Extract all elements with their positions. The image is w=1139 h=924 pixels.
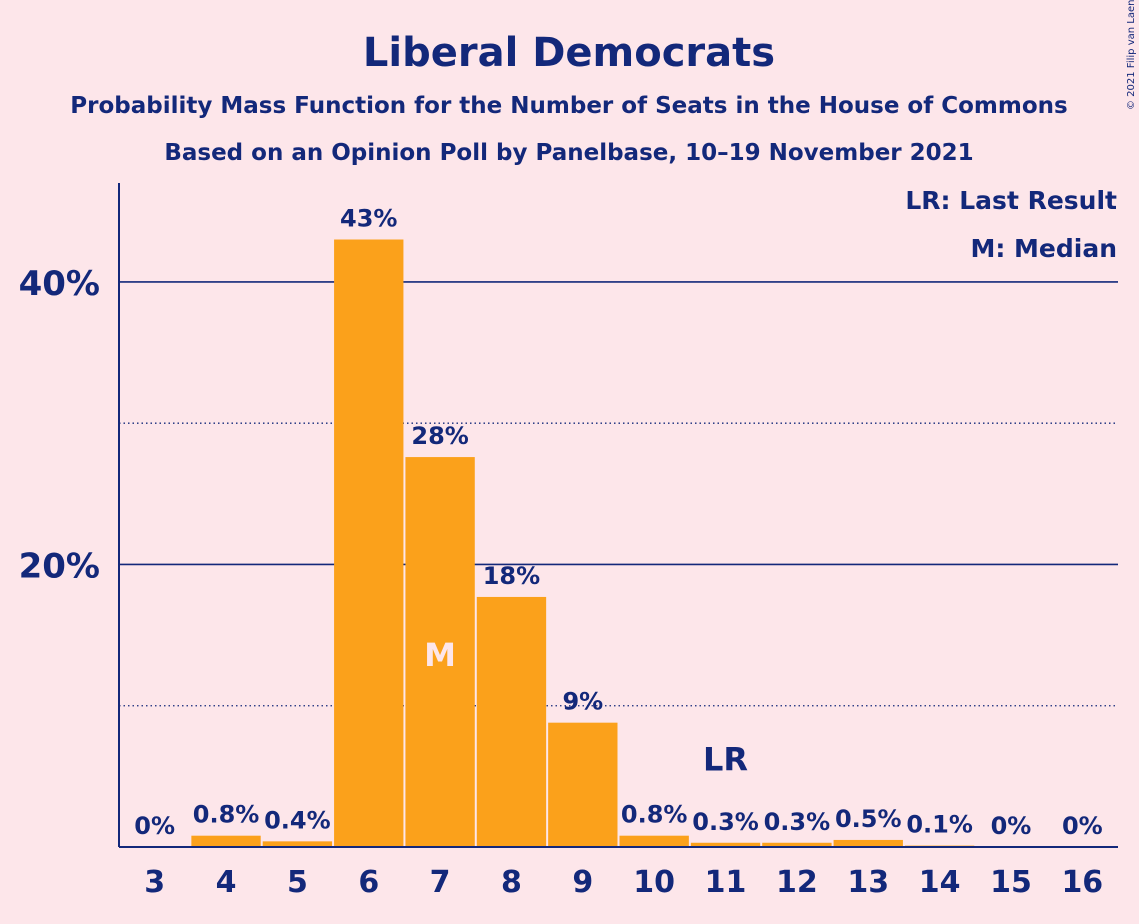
x-tick-label: 13 xyxy=(847,865,889,900)
y-tick-label: 40% xyxy=(19,264,100,304)
bar-value-label: 28% xyxy=(411,422,468,450)
bar-value-label: 0.4% xyxy=(264,806,331,834)
last-result-marker: LR xyxy=(703,740,748,778)
x-tick-label: 15 xyxy=(990,865,1032,900)
bars xyxy=(191,239,975,848)
bar-value-label: 0% xyxy=(1062,812,1103,840)
bar-value-label: 43% xyxy=(340,205,397,233)
x-tick-label: 5 xyxy=(287,865,308,900)
y-axis: 20% 40% xyxy=(19,183,120,847)
bar-value-label: 0.3% xyxy=(764,808,831,836)
bar xyxy=(405,457,475,847)
bar-value-label: 0.5% xyxy=(835,805,902,833)
bar-labels: 0% 0.8% 0.4%43%28%M18%9%0.8% 0.3%LR0.3% 0.5%… xyxy=(134,205,1102,840)
bar xyxy=(690,842,761,847)
bar-value-label: 0% xyxy=(991,812,1032,840)
x-tick-label: 4 xyxy=(216,865,237,900)
x-tick-label: 11 xyxy=(705,865,747,900)
bar-value-label: 0.3% xyxy=(692,808,759,836)
chart-title: Liberal Democrats xyxy=(363,30,775,76)
bar-value-label: 0.1% xyxy=(906,811,973,839)
x-tick-label: 6 xyxy=(358,865,379,900)
x-tick-label: 16 xyxy=(1061,865,1103,900)
x-tick-label: 12 xyxy=(776,865,818,900)
x-tick-label: 9 xyxy=(572,865,593,900)
bar xyxy=(476,596,547,847)
bar xyxy=(334,239,404,848)
legend-entry: LR: Last Result xyxy=(905,186,1117,215)
bar-value-label: 0.8% xyxy=(621,801,688,829)
bar-value-label: 18% xyxy=(483,562,540,590)
legend: LR: Last Result M: Median xyxy=(905,186,1117,263)
bar xyxy=(262,841,333,847)
x-tick-label: 10 xyxy=(633,865,675,900)
median-marker: M xyxy=(424,636,456,674)
bar-value-label: 0.8% xyxy=(193,801,260,829)
bar-value-label: 0% xyxy=(134,812,175,840)
x-tick-label: 7 xyxy=(430,865,451,900)
y-tick-label: 20% xyxy=(19,546,100,586)
bar xyxy=(191,835,261,847)
bar xyxy=(619,835,689,847)
x-axis: 3 4 5 6 7 8 9 10 11 12 13 14 15 16 xyxy=(119,846,1118,900)
chart-subtitle-2: Based on an Opinion Poll by Panelbase, 1… xyxy=(164,140,973,166)
gridlines xyxy=(119,281,1118,707)
x-tick-label: 8 xyxy=(501,865,522,900)
bar xyxy=(762,842,832,847)
bar-value-label: 9% xyxy=(562,688,603,716)
bar xyxy=(548,722,618,847)
x-tick-label: 14 xyxy=(919,865,961,900)
chart-subtitle: Probability Mass Function for the Number… xyxy=(70,93,1067,119)
copyright-note: © 2021 Filip van Laenen xyxy=(1126,0,1137,110)
x-tick-label: 3 xyxy=(144,865,165,900)
legend-entry: M: Median xyxy=(970,234,1117,263)
bar xyxy=(833,839,903,847)
